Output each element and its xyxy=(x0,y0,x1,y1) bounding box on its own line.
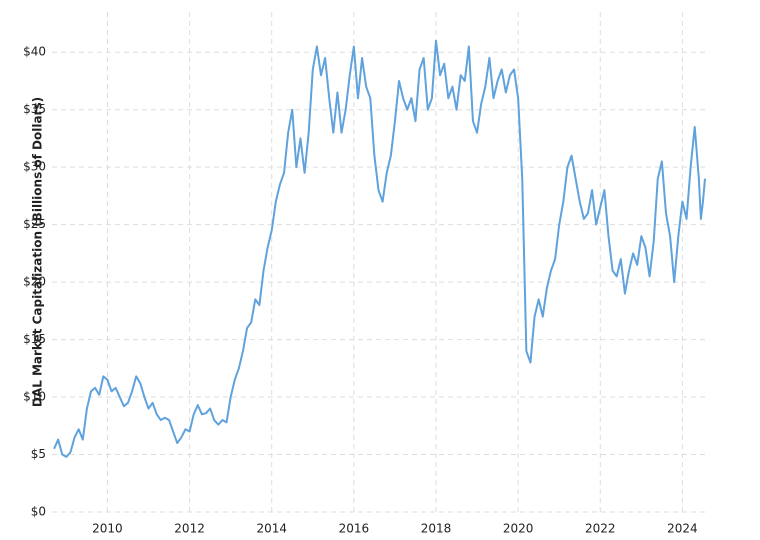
y-tick-label: $25 xyxy=(23,217,46,231)
y-tick-label: $0 xyxy=(31,505,46,519)
y-tick-label: $10 xyxy=(23,390,46,404)
y-tick-label: $20 xyxy=(23,275,46,289)
y-tick-label: $15 xyxy=(23,332,46,346)
x-tick-label: 2022 xyxy=(585,522,616,536)
y-tick-label: $30 xyxy=(23,160,46,174)
y-axis-label: DAL Market Capitalization (Billions of D… xyxy=(31,97,45,407)
x-tick-label: 2020 xyxy=(503,522,534,536)
x-tick-label: 2014 xyxy=(256,522,287,536)
x-tick-label: 2016 xyxy=(339,522,370,536)
y-tick-label: $40 xyxy=(23,45,46,59)
y-tick-label: $5 xyxy=(31,447,46,461)
y-tick-label: $35 xyxy=(23,102,46,116)
data-line xyxy=(53,39,706,458)
x-tick-label: 2012 xyxy=(174,522,205,536)
x-tick-label: 2024 xyxy=(667,522,698,536)
x-tick-label: 2018 xyxy=(421,522,452,536)
x-tick-label: 2010 xyxy=(92,522,123,536)
